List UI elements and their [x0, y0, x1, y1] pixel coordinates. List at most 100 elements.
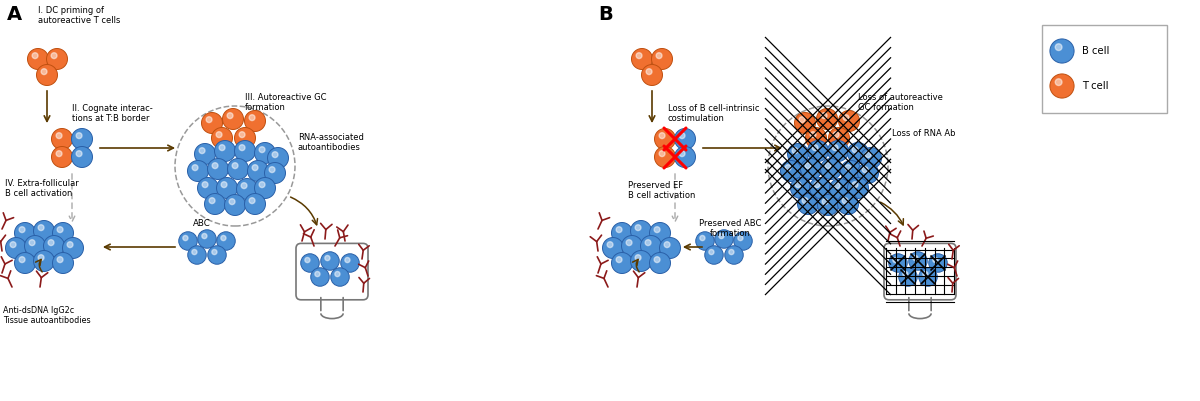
- Circle shape: [805, 163, 811, 168]
- Circle shape: [808, 140, 828, 162]
- Circle shape: [839, 111, 859, 132]
- Circle shape: [791, 178, 811, 198]
- Circle shape: [212, 163, 218, 168]
- Circle shape: [631, 49, 653, 69]
- Circle shape: [58, 257, 64, 263]
- Circle shape: [704, 246, 724, 264]
- Circle shape: [821, 158, 841, 180]
- Circle shape: [828, 140, 848, 162]
- Circle shape: [202, 113, 222, 134]
- Circle shape: [229, 199, 235, 205]
- Circle shape: [53, 223, 73, 243]
- Circle shape: [654, 257, 660, 263]
- Circle shape: [259, 182, 265, 188]
- Text: II. Cognate interac-
tions at T:B border: II. Cognate interac- tions at T:B border: [72, 104, 152, 124]
- Circle shape: [211, 128, 233, 148]
- Circle shape: [67, 242, 73, 247]
- Circle shape: [259, 147, 265, 152]
- Circle shape: [320, 252, 340, 270]
- Circle shape: [228, 158, 248, 180]
- Circle shape: [41, 69, 47, 75]
- Circle shape: [674, 146, 696, 168]
- Circle shape: [72, 146, 92, 168]
- Circle shape: [224, 194, 246, 215]
- Circle shape: [1050, 74, 1074, 98]
- Circle shape: [268, 148, 288, 168]
- Circle shape: [272, 152, 278, 158]
- Circle shape: [635, 255, 641, 261]
- Circle shape: [802, 198, 808, 204]
- Circle shape: [48, 240, 54, 245]
- Circle shape: [652, 49, 672, 69]
- Circle shape: [209, 198, 215, 204]
- Circle shape: [842, 198, 848, 204]
- Circle shape: [649, 223, 671, 243]
- Circle shape: [305, 257, 310, 263]
- Circle shape: [780, 160, 802, 182]
- Circle shape: [649, 253, 671, 273]
- Circle shape: [799, 117, 805, 123]
- Circle shape: [833, 132, 839, 138]
- Circle shape: [199, 148, 205, 154]
- Circle shape: [785, 165, 791, 170]
- Circle shape: [216, 132, 222, 138]
- Circle shape: [860, 148, 882, 168]
- Circle shape: [1050, 39, 1074, 63]
- Text: Preserved EF
B cell activation: Preserved EF B cell activation: [628, 181, 695, 200]
- Circle shape: [239, 145, 245, 151]
- Circle shape: [52, 146, 72, 168]
- Circle shape: [1055, 79, 1062, 85]
- Circle shape: [656, 53, 662, 59]
- Circle shape: [47, 49, 67, 69]
- Circle shape: [1055, 44, 1062, 51]
- Circle shape: [56, 151, 62, 156]
- Circle shape: [635, 225, 641, 231]
- Circle shape: [254, 142, 276, 164]
- Circle shape: [206, 117, 212, 123]
- Circle shape: [919, 268, 937, 286]
- Circle shape: [805, 128, 827, 148]
- Circle shape: [344, 257, 350, 263]
- Circle shape: [646, 69, 652, 75]
- Circle shape: [76, 151, 82, 156]
- Circle shape: [234, 128, 256, 148]
- Circle shape: [616, 227, 622, 233]
- Circle shape: [325, 255, 330, 261]
- Circle shape: [28, 49, 48, 69]
- Circle shape: [32, 53, 38, 59]
- Circle shape: [208, 158, 228, 180]
- Circle shape: [250, 115, 256, 121]
- Circle shape: [908, 252, 928, 270]
- Text: A: A: [7, 5, 22, 24]
- Text: Preserved ABC
formation: Preserved ABC formation: [698, 219, 761, 239]
- Circle shape: [187, 160, 209, 182]
- Circle shape: [630, 221, 652, 241]
- Circle shape: [43, 235, 65, 257]
- Circle shape: [264, 162, 286, 184]
- Circle shape: [646, 240, 650, 245]
- Circle shape: [810, 178, 830, 198]
- Circle shape: [222, 109, 244, 130]
- Circle shape: [236, 178, 258, 200]
- Circle shape: [34, 251, 54, 271]
- Circle shape: [817, 194, 839, 215]
- Circle shape: [893, 257, 898, 263]
- Circle shape: [234, 140, 256, 162]
- Circle shape: [10, 242, 16, 247]
- Circle shape: [626, 240, 632, 245]
- Text: T cell: T cell: [1082, 81, 1109, 91]
- Circle shape: [838, 194, 858, 215]
- Text: B cell: B cell: [1082, 46, 1109, 56]
- Circle shape: [826, 163, 830, 168]
- Circle shape: [217, 232, 235, 250]
- Circle shape: [654, 146, 676, 168]
- Circle shape: [642, 65, 662, 85]
- Circle shape: [602, 237, 624, 259]
- Circle shape: [700, 235, 706, 241]
- Circle shape: [341, 254, 359, 272]
- Text: Anti-dsDNA IgG2c
Tissue autoantibodies: Anti-dsDNA IgG2c Tissue autoantibodies: [2, 306, 91, 325]
- Text: IV. Extra-follicular
B cell activation: IV. Extra-follicular B cell activation: [5, 179, 79, 198]
- Circle shape: [29, 240, 35, 245]
- Circle shape: [622, 235, 642, 257]
- Text: III. Autoreactive GC
formation: III. Autoreactive GC formation: [245, 93, 326, 112]
